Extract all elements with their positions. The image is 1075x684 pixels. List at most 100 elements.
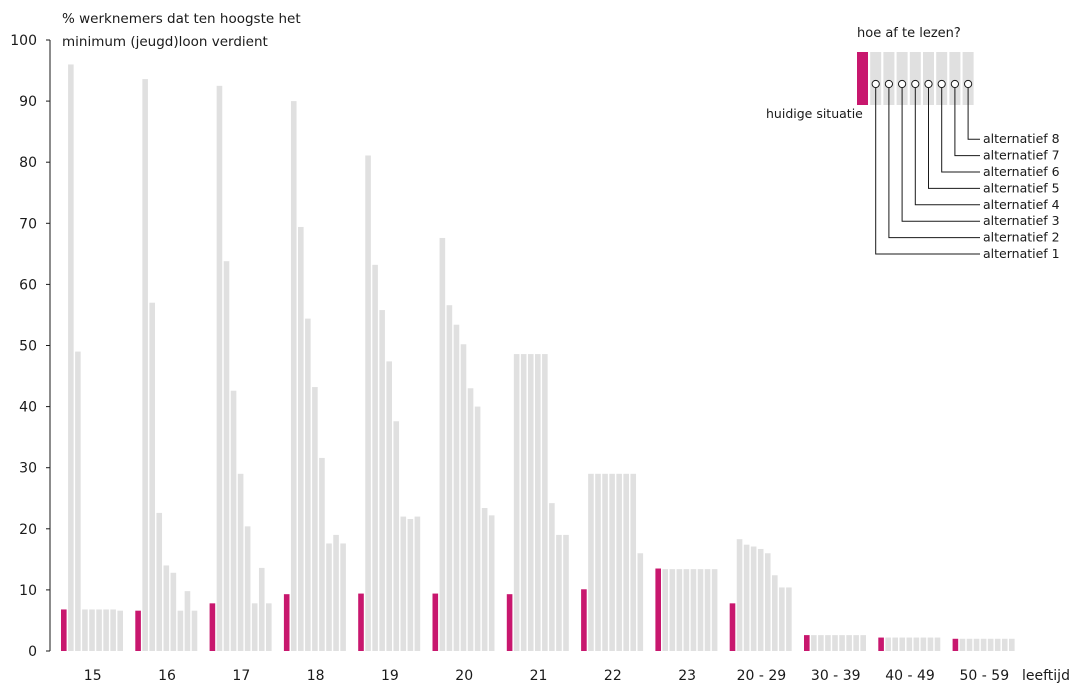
bar-alternative-7 (333, 534, 339, 651)
bar-current (283, 594, 290, 651)
bar-alternative-4 (683, 569, 690, 651)
bar-alternative-1 (662, 569, 669, 651)
y-tick-label: 20 (19, 522, 37, 538)
legend-leader-line (941, 84, 980, 173)
bar-alternative-1 (513, 354, 520, 651)
bar-alternative-4 (980, 638, 987, 651)
bar-alternative-3 (825, 635, 831, 651)
bar-alternative-3 (82, 609, 88, 651)
bar-alternative-4 (89, 609, 95, 651)
bar-current (952, 638, 959, 651)
bar-alternative-6 (549, 503, 555, 651)
bar-alternative-5 (913, 637, 920, 651)
bar-current (358, 593, 364, 651)
legend-marker (871, 79, 880, 89)
bar-alternative-3 (527, 354, 534, 651)
legend: hoe af te lezen? huidige situatie altern… (766, 26, 1060, 261)
x-tick-label: 18 (307, 668, 325, 684)
legend-bar-alternative-6 (936, 52, 948, 105)
bar-alternative-3 (379, 310, 385, 651)
bar-alternative-8 (637, 553, 644, 651)
y-axis-title-line-1: % werknemers dat ten hoogste het (62, 11, 301, 27)
x-axis-title: leeftijd (1022, 668, 1070, 684)
bar-alternative-1 (439, 237, 446, 652)
legend-bar-alternative-8 (962, 52, 974, 105)
bar-alternative-7 (630, 473, 637, 651)
bar-alternative-2 (595, 473, 601, 651)
legend-bar-alternative-3 (896, 52, 908, 105)
bar-alternative-2 (149, 302, 155, 651)
bar-alternative-2 (446, 305, 453, 651)
y-tick-label: 80 (19, 155, 37, 171)
x-tick-label: 15 (84, 668, 102, 684)
bar-alternative-8 (117, 610, 123, 651)
bar-alternative-2 (223, 261, 230, 651)
y-tick-label: 60 (19, 277, 37, 293)
legend-leader-line (928, 84, 980, 189)
y-tick-label: 70 (19, 216, 37, 232)
bar-alternative-3 (973, 638, 980, 651)
y-tick-label: 100 (10, 33, 37, 49)
bar-alternative-7 (853, 635, 859, 651)
bar-alternative-6 (474, 406, 481, 651)
x-tick-label: 16 (158, 668, 176, 684)
bar-alternative-8 (711, 569, 718, 651)
y-tick-label: 10 (19, 583, 37, 599)
bar-alternative-7 (927, 637, 934, 651)
y-tick-label: 0 (28, 644, 37, 660)
bar-alternative-2 (75, 351, 81, 651)
bar-alternative-2 (372, 264, 378, 651)
bar-alternative-4 (237, 473, 244, 651)
x-tick-label: 30 - 39 (811, 668, 861, 684)
legend-marker (924, 79, 933, 89)
bar-alternative-7 (184, 591, 191, 651)
bar-current (506, 594, 513, 651)
bar-alternative-4 (832, 635, 838, 651)
bar-alternative-3 (230, 390, 237, 651)
bar-alternative-6 (623, 473, 629, 651)
bar-alternative-3 (750, 546, 757, 651)
legend-leader-line (954, 84, 980, 157)
x-tick-label: 50 - 59 (960, 668, 1010, 684)
bar-alternative-6 (400, 516, 407, 651)
bar-alternative-8 (934, 637, 941, 651)
bar-current (432, 593, 439, 651)
bar-current (804, 635, 810, 651)
x-tick-label: 23 (678, 668, 696, 684)
bar-alternative-6 (697, 569, 704, 651)
bar-alternative-3 (676, 569, 683, 651)
bar-alternative-5 (170, 572, 177, 651)
y-axis: 0 10 20 30 40 50 60 70 80 90 100 (10, 33, 51, 660)
bar-alternative-1 (365, 155, 371, 651)
bar-alternative-5 (542, 354, 548, 651)
bar-alternative-6 (920, 637, 927, 651)
bar-current (655, 568, 661, 651)
bar-alternative-2 (892, 637, 898, 651)
legend-bar-alternative-1 (870, 52, 882, 105)
legend-leader-line (888, 84, 980, 239)
bar-alternative-8 (340, 543, 346, 651)
legend-marker (911, 79, 920, 89)
bar-alternative-4 (386, 361, 392, 651)
bar-alternative-7 (704, 569, 711, 651)
bar-alternative-6 (326, 543, 332, 651)
bar-alternative-5 (467, 388, 474, 651)
bar-alternative-2 (743, 544, 750, 651)
legend-leader-line (914, 84, 980, 206)
y-axis-title: % werknemers dat ten hoogste het minimum… (62, 11, 301, 50)
bar-alternative-2 (520, 354, 527, 651)
x-tick-label: 20 (455, 668, 473, 684)
legend-marker (950, 79, 960, 89)
bar-alternative-1 (959, 638, 966, 651)
bar-alternative-3 (305, 318, 311, 651)
bar-alternative-8 (488, 515, 495, 651)
bar-alternative-6 (772, 575, 778, 651)
legend-marker (884, 79, 894, 89)
bar-alternative-7 (481, 508, 488, 651)
bar-alternative-8 (1009, 638, 1015, 651)
y-tick-label: 40 (19, 400, 37, 416)
bar-alternative-1 (885, 637, 891, 651)
bar-alternative-8 (563, 534, 569, 651)
bar-current (209, 603, 216, 651)
